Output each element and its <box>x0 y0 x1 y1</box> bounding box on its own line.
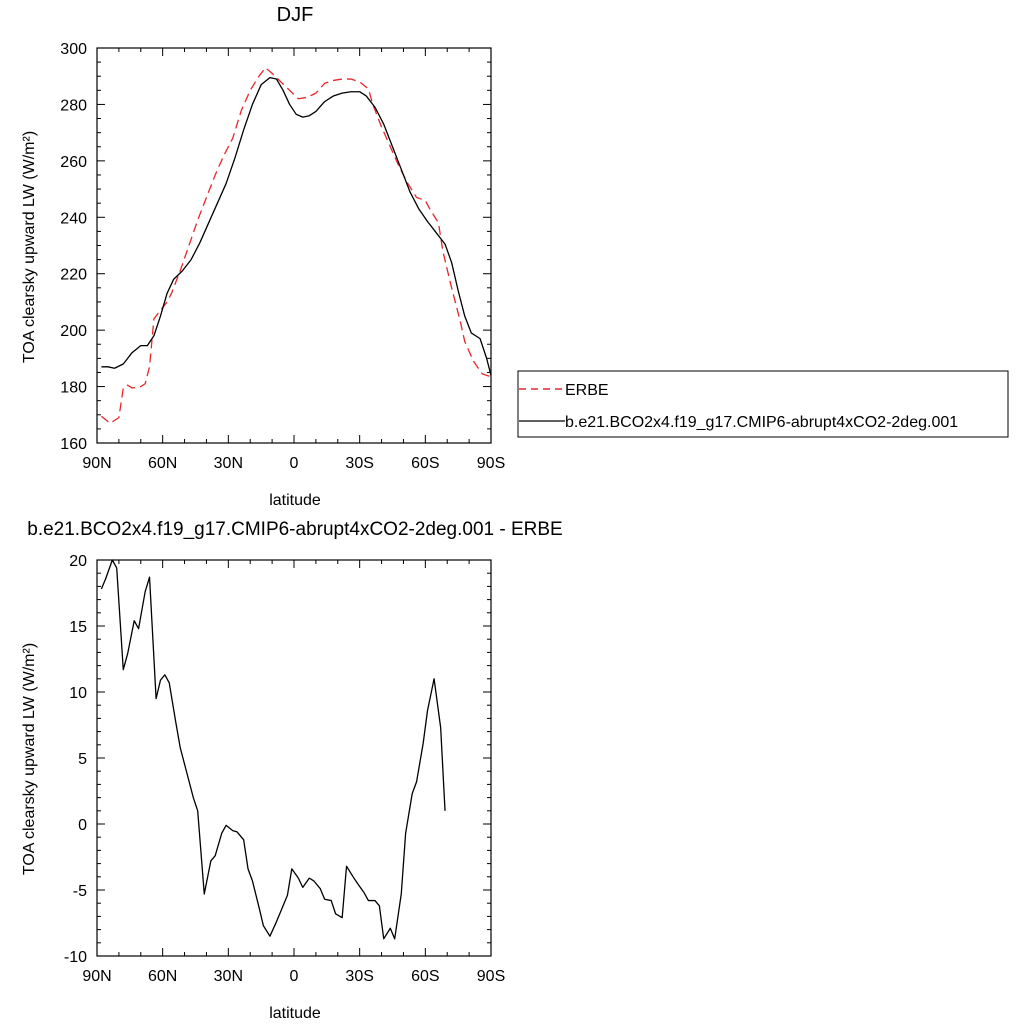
bottom-y-tick-label: 0 <box>78 817 87 834</box>
top-x-tick-label: 90N <box>82 455 111 472</box>
bottom-x-tick-label: 30N <box>214 968 243 985</box>
bottom-y-tick-label: 20 <box>69 553 87 570</box>
top-y-tick-label: 240 <box>60 210 87 227</box>
bottom-x-tick-label: 90N <box>82 968 111 985</box>
bottom-y-tick-label: 15 <box>69 619 87 636</box>
bottom-x-axis-label: latitude <box>269 1005 321 1022</box>
top-x-tick-label: 30S <box>345 455 373 472</box>
bottom-chart-title: b.e21.BCO2x4.f19_g17.CMIP6-abrupt4xCO2-2… <box>27 519 562 540</box>
top-x-tick-label: 90S <box>477 455 505 472</box>
top-y-axis-label: TOA clearsky upward LW (W/m²) <box>21 131 38 363</box>
top-y-tick-label: 300 <box>60 41 87 58</box>
legend-label-model: b.e21.BCO2x4.f19_g17.CMIP6-abrupt4xCO2-2… <box>565 414 958 431</box>
bottom-x-tick-label: 60N <box>148 968 177 985</box>
bottom-series-layer <box>100 559 446 940</box>
bottom-x-tick-label: 0 <box>290 968 299 985</box>
top-plot-frame <box>96 47 492 444</box>
legend: ERBE b.e21.BCO2x4.f19_g17.CMIP6-abrupt4x… <box>517 370 1009 438</box>
top-y-tick-label: 280 <box>60 97 87 114</box>
top-x-tick-label: 0 <box>290 455 299 472</box>
bottom-series-line-difference <box>100 559 446 940</box>
top-chart-title: DJF <box>277 4 314 26</box>
top-y-tick-label: 180 <box>60 380 87 397</box>
top-y-tick-label: 160 <box>60 436 87 453</box>
bottom-y-axis-label: TOA clearsky upward LW (W/m²) <box>21 643 38 875</box>
bottom-y-tick-label: -5 <box>73 883 87 900</box>
top-series-layer <box>100 67 492 424</box>
bottom-x-tick-label: 90S <box>477 968 505 985</box>
legend-label-erbe: ERBE <box>565 382 609 399</box>
bottom-plot-frame <box>96 559 492 957</box>
bottom-y-tick-label: -10 <box>64 949 87 966</box>
bottom-y-tick-label: 5 <box>78 751 87 768</box>
bottom-x-tick-label: 30S <box>345 968 373 985</box>
top-x-tick-label: 30N <box>214 455 243 472</box>
top-x-tick-label: 60N <box>148 455 177 472</box>
bottom-axis-ticks: 90N 60N 30N 0 30S 60S 90S -10 -5 0 5 10 15 20 <box>64 553 505 985</box>
bottom-y-tick-label: 10 <box>69 685 87 702</box>
top-axis-ticks: 90N 60N 30N 0 30S 60S 90S 160 180 200 220 240 260 280… <box>60 41 505 472</box>
top-series-line-erbe <box>100 67 492 424</box>
top-y-tick-label: 260 <box>60 154 87 171</box>
top-series-line-model <box>101 76 492 376</box>
top-y-tick-label: 220 <box>60 267 87 284</box>
bottom-x-tick-label: 60S <box>411 968 439 985</box>
top-x-axis-label: latitude <box>269 492 321 509</box>
top-x-tick-label: 60S <box>411 455 439 472</box>
top-y-tick-label: 200 <box>60 323 87 340</box>
legend-frame <box>517 370 1009 438</box>
